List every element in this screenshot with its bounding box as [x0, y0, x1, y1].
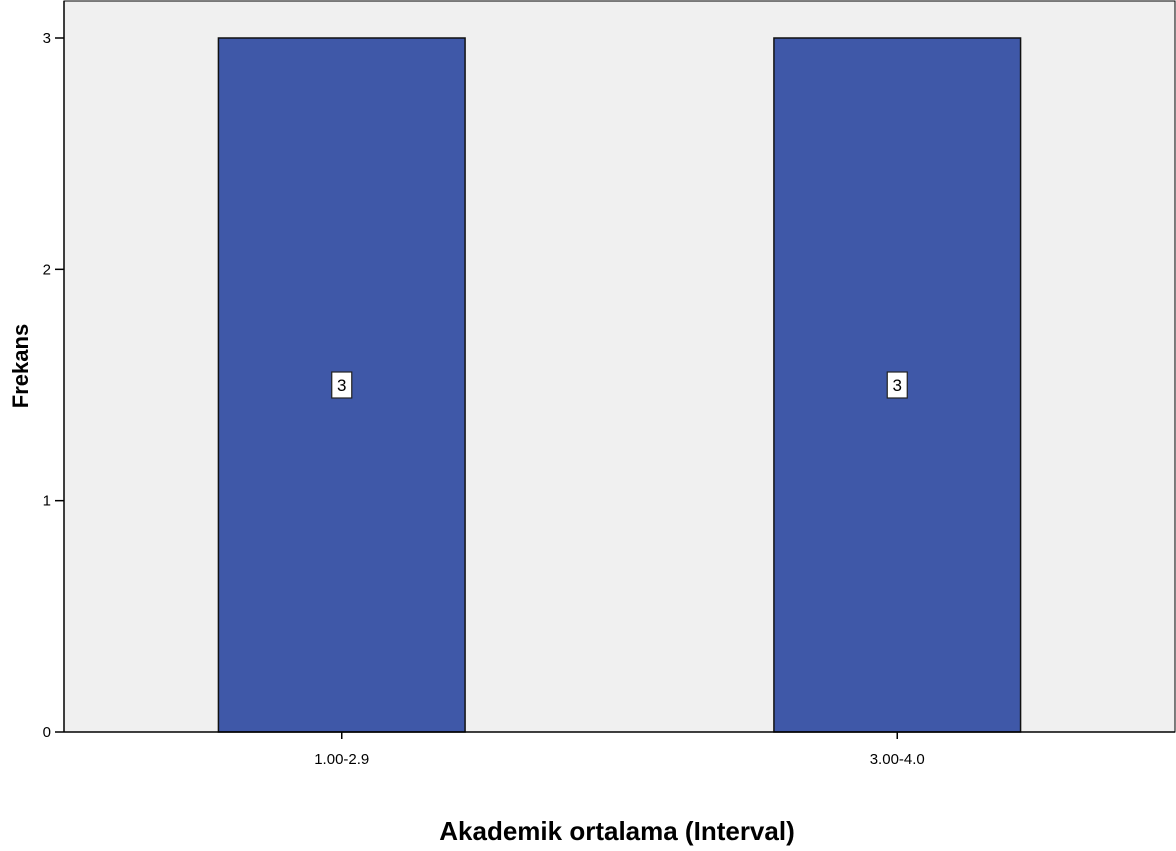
data-label-box-1 — [331, 371, 353, 399]
y-tick-label-0: 0 — [43, 724, 51, 741]
y-axis-title: Frekans — [8, 324, 33, 408]
data-label-box-2 — [886, 371, 908, 399]
y-tick-label-3: 3 — [43, 30, 51, 47]
data-label-1: 3 — [337, 376, 346, 395]
data-label-2: 3 — [893, 376, 902, 395]
x-tick-label-2: 3.00-4.0 — [870, 751, 925, 768]
x-tick-label-1: 1.00-2.9 — [314, 751, 369, 768]
y-tick-label-2: 2 — [43, 261, 51, 278]
y-axis-ticks: 0 1 2 3 — [43, 30, 64, 741]
y-tick-label-1: 1 — [43, 493, 51, 510]
x-axis-ticks: 1.00-2.9 3.00-4.0 — [314, 732, 925, 768]
x-axis-title: Akademik ortalama (Interval) — [439, 816, 794, 846]
